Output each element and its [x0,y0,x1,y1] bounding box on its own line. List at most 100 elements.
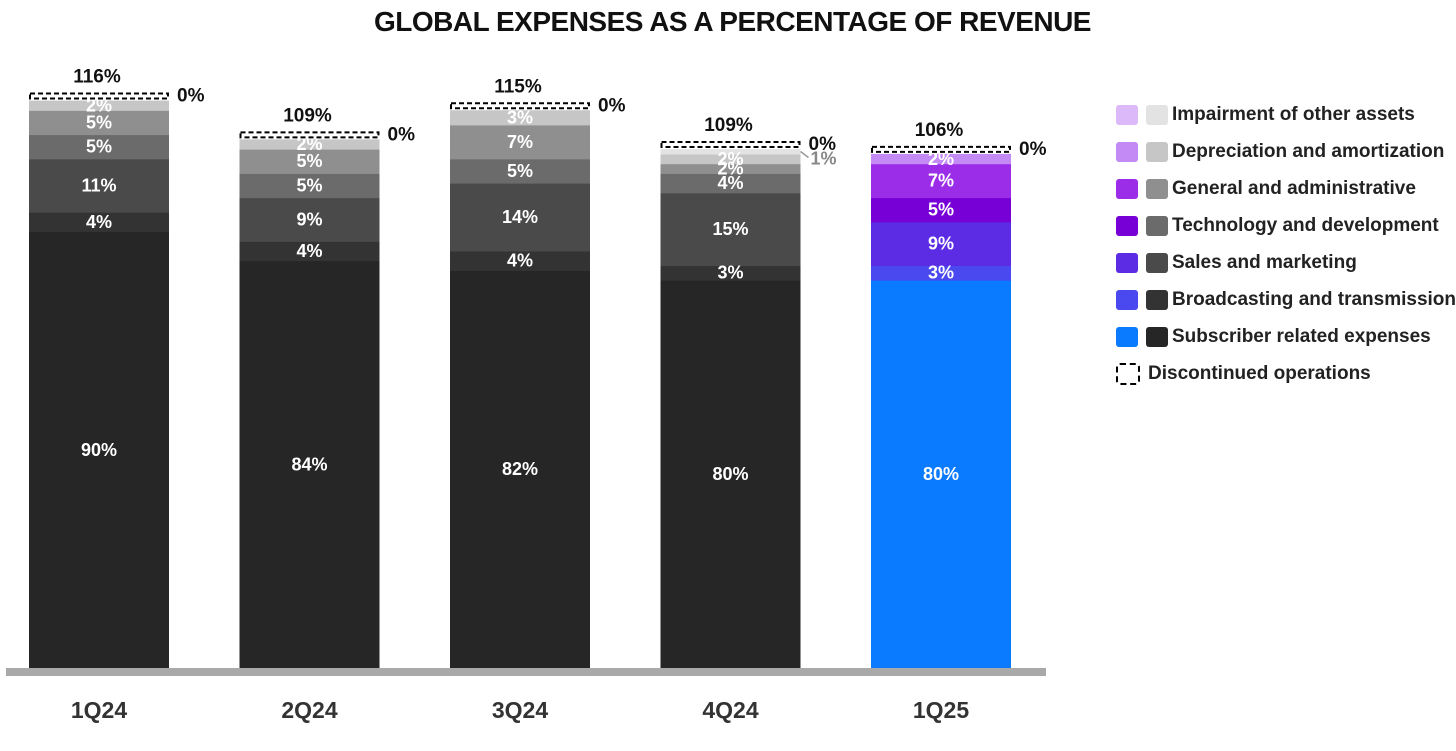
x-tick-label: 2Q24 [281,697,337,723]
bar-segment [450,183,590,252]
legend-label: Broadcasting and transmission [1172,288,1456,310]
legend-swatch-accent [1116,141,1138,162]
legend-swatch-dashed [1116,362,1140,385]
total-label: 106% [915,120,964,141]
segment-label: 80% [923,464,959,484]
segment-label: 15% [712,219,748,239]
bar-segment [29,158,169,213]
discontinued-operations-box [660,141,801,149]
segment-label: 80% [712,464,748,484]
legend-item: Sales and marketing [1116,244,1456,281]
bar-segment [29,134,169,160]
segment-label: 84% [291,454,327,474]
legend-swatch-grey [1146,326,1168,347]
legend-swatch-accent [1116,252,1138,273]
segment-label: 5% [928,200,954,220]
bar-segment [450,158,590,184]
legend-item-discontinued: Discontinued operations [1116,355,1456,392]
bar-segment [660,153,801,165]
segment-label: 2% [717,149,743,169]
legend-swatch-grey [1146,289,1168,310]
bar-segment [29,231,169,669]
legend-swatch-grey [1146,104,1168,125]
segment-label: 14% [502,207,538,227]
segment-label: 2% [717,158,743,178]
bar-segment [239,149,380,174]
segment-label: 9% [296,209,322,229]
segment-label: 11% [81,175,116,195]
bar-segment [450,124,590,160]
discontinued-operations-box [450,102,590,110]
bar-segment [450,110,590,126]
legend-swatch-accent [1116,178,1138,199]
total-label: 109% [283,105,332,126]
total-label: 116% [73,67,121,88]
discontinued-label: 0% [388,124,416,145]
legend-item: Technology and development [1116,207,1456,244]
bar-segment [660,163,801,174]
legend-item: General and administrative [1116,170,1456,207]
total-label: 115% [494,76,542,97]
legend-item: Depreciation and amortization [1116,133,1456,170]
bar-segment [871,163,1011,199]
bar-segment [660,192,801,267]
legend-swatch-accent [1116,289,1138,310]
legend-label: Impairment of other assets [1172,103,1415,125]
segment-label: 5% [507,161,533,181]
segment-label: 5% [296,151,322,171]
discontinued-label: 0% [809,134,837,155]
bar-segment [871,221,1011,267]
segment-label: 5% [86,112,112,132]
x-axis-baseline [6,668,1046,676]
segment-label: 7% [507,132,533,152]
legend-label: Sales and marketing [1172,251,1357,273]
discontinued-label: 0% [1019,139,1047,160]
legend-swatch-grey [1146,215,1168,236]
bar-segment [660,280,801,669]
legend-item: Broadcasting and transmission [1116,281,1456,318]
legend-item: Impairment of other assets [1116,96,1456,133]
segment-label: 2% [928,149,954,169]
bar-segment [450,250,590,271]
bar-segment [239,241,380,262]
discontinued-label: 0% [177,86,205,107]
legend: Impairment of other assets Depreciation … [1116,96,1456,392]
bar-segment [29,212,169,233]
x-tick-label: 3Q24 [492,697,548,723]
bar-segment [29,100,169,111]
segment-label: 9% [928,234,954,254]
segment-label: 2% [296,134,322,154]
legend-swatch-accent [1116,104,1138,125]
bar-segment [239,260,380,669]
bar-segment [239,173,380,199]
segment-label: 5% [296,175,322,195]
segment-label: 3% [928,263,954,283]
discontinued-operations-box [29,92,169,100]
bar-segment [660,173,801,194]
segment-label: 82% [502,459,538,479]
leader-line [800,150,809,159]
x-tick-label: 4Q24 [702,697,758,723]
segment-label: 5% [86,137,112,157]
chart-title: GLOBAL EXPENSES AS A PERCENTAGE OF REVEN… [374,6,1091,37]
bar-segment [871,280,1011,669]
segment-label: 3% [507,108,533,128]
discontinued-operations-box [239,131,380,139]
x-tick-label: 1Q24 [71,697,127,723]
segment-label: 7% [928,171,954,191]
segment-label: 4% [86,212,112,232]
legend-swatch-accent [1116,326,1138,347]
bar-segment [871,153,1011,165]
segment-label-outside: 1% [811,148,837,168]
legend-swatch-grey [1146,252,1168,273]
bar-segment [29,110,169,136]
legend-label: General and administrative [1172,177,1416,199]
total-label: 109% [704,115,753,136]
bar-segment [871,265,1011,281]
legend-swatch-grey [1146,141,1168,162]
segment-label: 4% [507,251,533,271]
segment-label: 4% [717,173,743,193]
x-tick-label: 1Q25 [913,697,969,723]
bar-segment [450,270,590,669]
